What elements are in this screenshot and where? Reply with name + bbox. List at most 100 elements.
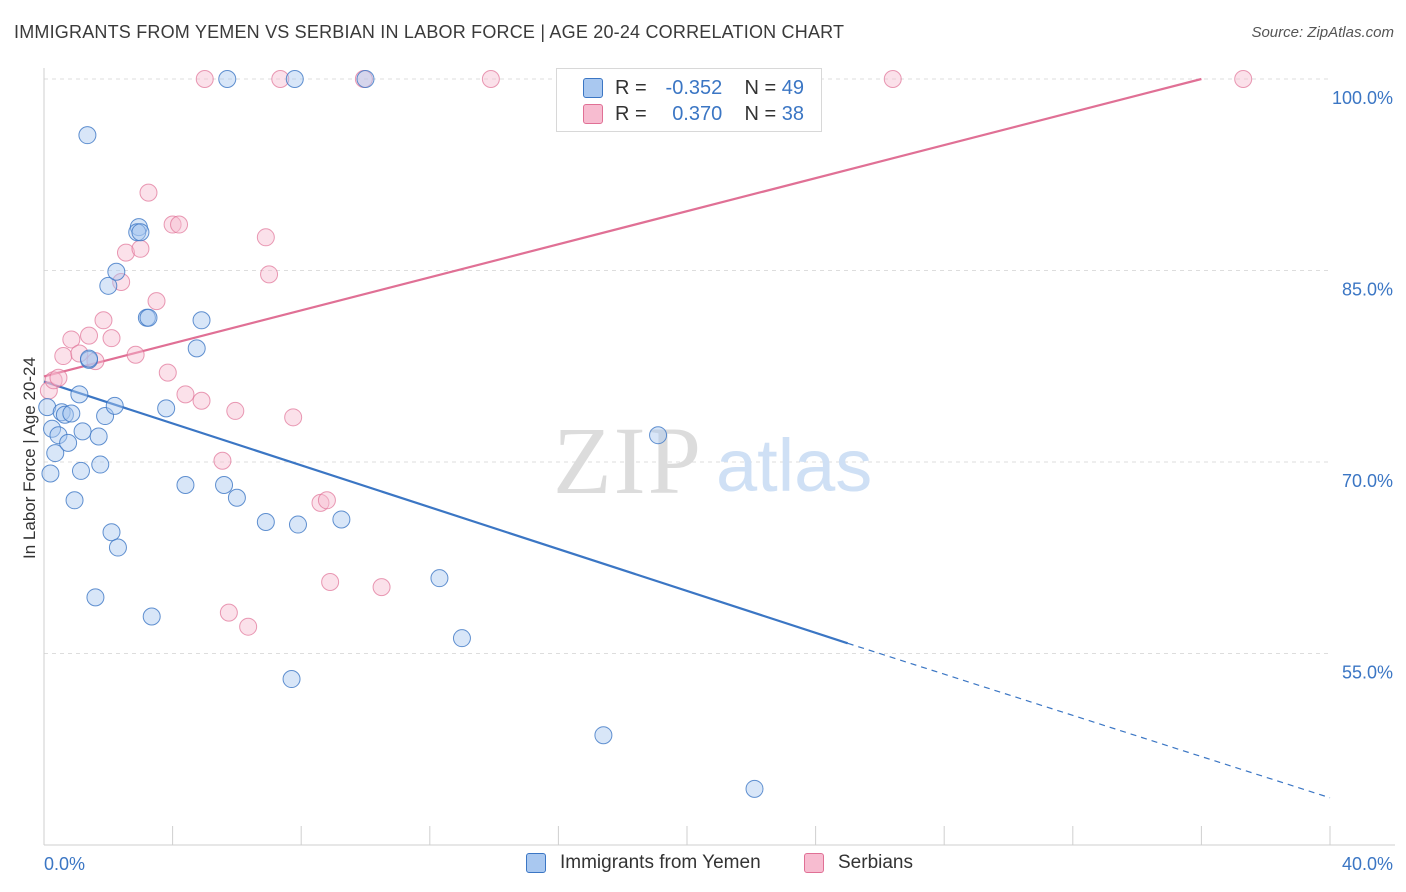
legend-n-label: N =	[744, 102, 777, 125]
yemen-point	[218, 70, 237, 88]
serbian-point	[147, 292, 166, 311]
yemen-point	[65, 491, 84, 510]
serbian-point	[226, 401, 245, 420]
yemen-point	[594, 726, 613, 745]
chart-title: IMMIGRANTS FROM YEMEN VS SERBIAN IN LABO…	[14, 22, 845, 42]
yemen-point	[187, 339, 206, 358]
x-tick-label: 0.0%	[44, 854, 85, 874]
y-tick-label: 70.0%	[1342, 471, 1393, 491]
serbian-point	[49, 368, 68, 387]
legend-item-serbian[interactable]: Serbians	[804, 852, 913, 874]
yemen-point	[176, 475, 195, 494]
yemen-point	[131, 223, 150, 242]
series-legend: Immigrants from Yemen Serbians	[0, 852, 1406, 878]
serbian-trend-line	[43, 77, 1202, 378]
yemen-point	[285, 70, 304, 88]
yemen-point	[80, 349, 99, 368]
serbian-point	[883, 70, 902, 88]
legend-label-serbian: Serbians	[838, 852, 913, 873]
yemen-point	[356, 70, 375, 88]
yemen-point	[73, 422, 92, 441]
yemen-point	[332, 510, 351, 529]
yemen-swatch-icon	[583, 78, 603, 98]
yemen-point	[38, 398, 57, 417]
legend-row-serbian: R = 0.370 N = 38	[583, 101, 804, 127]
watermark-atlas: atlas	[716, 424, 872, 507]
serbian-point	[192, 391, 211, 410]
axes	[43, 68, 1395, 846]
serbian-point	[372, 578, 391, 597]
yemen-point	[59, 433, 78, 452]
legend-r-label: R =	[615, 102, 647, 125]
serbian-legend-icon	[804, 853, 824, 873]
yemen-point	[107, 262, 126, 281]
yemen-point	[139, 308, 158, 327]
yemen-point	[192, 311, 211, 330]
yemen-point	[49, 426, 68, 445]
yemen-point	[649, 426, 668, 445]
yemen-point	[430, 569, 449, 588]
serbian-point	[195, 70, 214, 88]
yemen-point	[78, 126, 97, 145]
correlation-legend: R = -0.352 N = 49 R = 0.370 N = 38	[556, 68, 822, 132]
legend-n-label: N =	[744, 76, 777, 99]
serbian-point	[131, 239, 150, 258]
yemen-point	[215, 475, 234, 494]
serbian-point	[54, 347, 73, 366]
yemen-point	[108, 538, 127, 557]
serbian-point	[158, 363, 177, 382]
serbian-point	[317, 491, 336, 510]
x-tick-label: 40.0%	[1342, 854, 1393, 874]
y-tick-labels: 55.0% 70.0% 85.0% 100.0%	[1332, 88, 1393, 683]
serbian-point	[321, 573, 340, 592]
gridlines	[44, 78, 1330, 654]
serbian-point	[80, 326, 99, 345]
yemen-point	[70, 385, 89, 404]
legend-r-label: R =	[615, 76, 647, 99]
watermark-zip: ZIP	[553, 407, 703, 514]
yemen-point	[62, 404, 81, 423]
legend-item-yemen[interactable]: Immigrants from Yemen	[526, 852, 761, 874]
y-tick-label: 100.0%	[1332, 88, 1393, 108]
serbian-point	[44, 371, 63, 390]
serbian-point	[219, 603, 238, 622]
yemen-point	[55, 405, 74, 424]
yemen-point	[102, 523, 121, 542]
legend-r-value: -0.352	[665, 76, 723, 99]
serbian-swatch-icon	[583, 104, 603, 124]
yemen-point	[43, 419, 62, 438]
legend-n-value: 49	[781, 76, 804, 99]
yemen-point	[41, 464, 60, 483]
yemen-point	[745, 779, 764, 798]
yemen-point	[157, 399, 176, 418]
source-credit: Source: ZipAtlas.com	[1251, 24, 1394, 41]
yemen-point	[52, 403, 71, 422]
serbian-point	[126, 345, 145, 364]
yemen-legend-icon	[526, 853, 546, 873]
y-tick-label: 55.0%	[1342, 663, 1393, 683]
yemen-point	[256, 513, 275, 532]
yemen-point	[105, 396, 124, 415]
serbian-point	[176, 385, 195, 404]
serbian-point	[256, 228, 275, 247]
serbian-point	[163, 215, 182, 234]
serbian-points	[39, 70, 1253, 636]
yemen-trend-extension	[847, 642, 1331, 799]
serbian-point	[70, 344, 89, 363]
yemen-point	[452, 629, 471, 648]
yemen-point	[86, 588, 105, 607]
yemen-point	[71, 461, 90, 480]
watermark: ZIP atlas	[553, 407, 872, 514]
trend-lines	[43, 77, 1331, 799]
yemen-point	[142, 607, 161, 626]
serbian-point	[62, 330, 81, 349]
yemen-point	[99, 276, 118, 295]
serbian-point	[481, 70, 500, 88]
y-tick-label: 85.0%	[1342, 280, 1393, 300]
serbian-point	[284, 408, 303, 427]
yemen-trend-line	[43, 380, 849, 645]
serbian-point	[213, 451, 232, 470]
legend-n-value: 38	[781, 102, 804, 125]
yemen-points	[38, 70, 764, 798]
